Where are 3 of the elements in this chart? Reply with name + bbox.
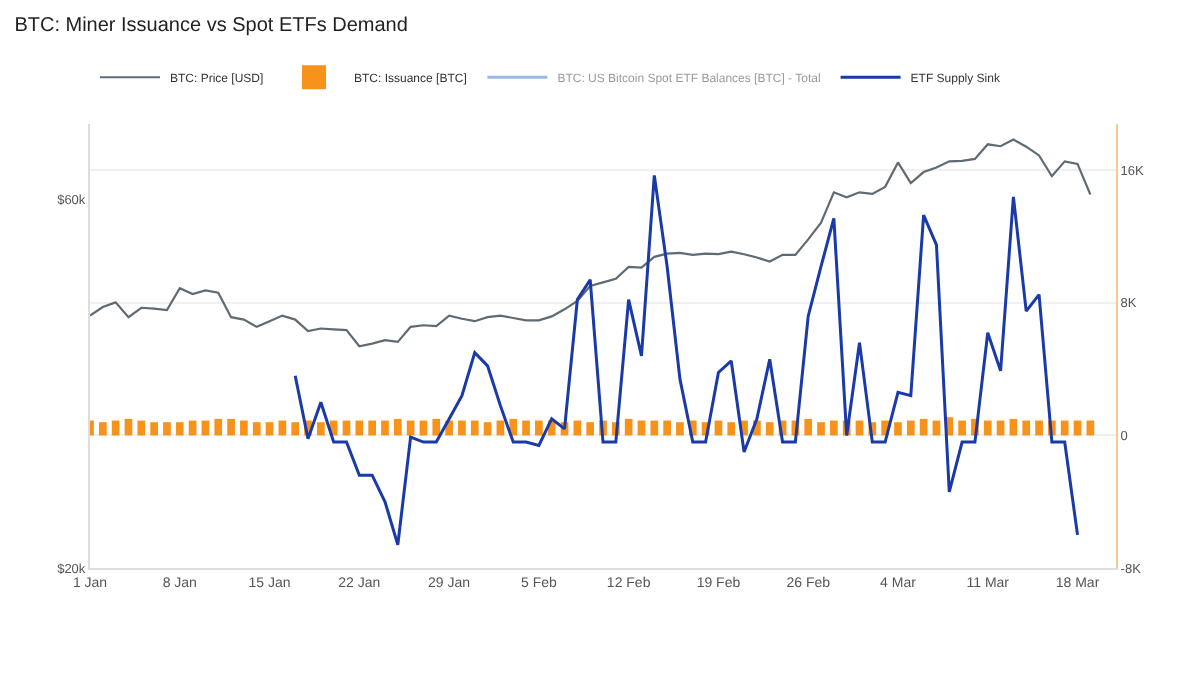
line-series — [293, 173, 1080, 547]
line-series — [90, 138, 1092, 348]
chart-title: BTC: Miner Issuance vs Spot ETFs Demand — [14, 14, 408, 37]
